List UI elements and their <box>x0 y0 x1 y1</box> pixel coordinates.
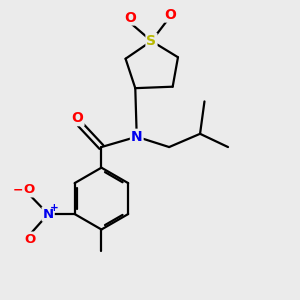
Text: O: O <box>24 232 35 246</box>
Text: S: S <box>146 34 157 48</box>
Text: O: O <box>124 11 136 25</box>
Text: +: + <box>50 202 59 213</box>
Text: −: − <box>13 183 23 196</box>
Text: O: O <box>165 8 176 22</box>
Text: N: N <box>131 130 142 144</box>
Text: O: O <box>23 183 34 196</box>
Text: N: N <box>43 208 54 220</box>
Text: O: O <box>72 111 83 125</box>
